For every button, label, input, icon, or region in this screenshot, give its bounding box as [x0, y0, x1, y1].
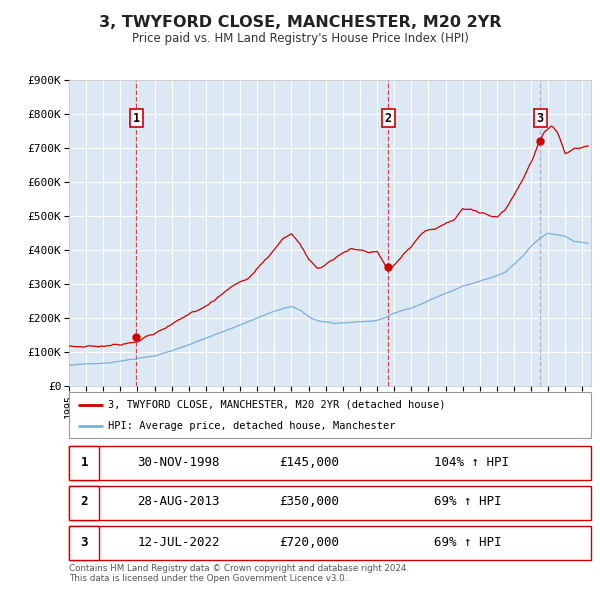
FancyBboxPatch shape	[69, 526, 591, 560]
Text: 30-NOV-1998: 30-NOV-1998	[137, 456, 220, 469]
Text: 2: 2	[80, 496, 88, 509]
Text: Price paid vs. HM Land Registry's House Price Index (HPI): Price paid vs. HM Land Registry's House …	[131, 32, 469, 45]
Text: 12-JUL-2022: 12-JUL-2022	[137, 536, 220, 549]
Text: £350,000: £350,000	[279, 496, 339, 509]
FancyBboxPatch shape	[69, 486, 591, 520]
Text: 69% ↑ HPI: 69% ↑ HPI	[434, 536, 502, 549]
Text: HPI: Average price, detached house, Manchester: HPI: Average price, detached house, Manc…	[108, 421, 395, 431]
Text: 2: 2	[385, 112, 392, 124]
Text: 28-AUG-2013: 28-AUG-2013	[137, 496, 220, 509]
FancyBboxPatch shape	[69, 446, 99, 480]
Text: 3: 3	[537, 112, 544, 124]
Text: £145,000: £145,000	[279, 456, 339, 469]
Text: 3, TWYFORD CLOSE, MANCHESTER, M20 2YR (detached house): 3, TWYFORD CLOSE, MANCHESTER, M20 2YR (d…	[108, 399, 446, 409]
Text: 1: 1	[80, 456, 88, 469]
FancyBboxPatch shape	[69, 446, 591, 480]
FancyBboxPatch shape	[69, 392, 591, 438]
Text: 3, TWYFORD CLOSE, MANCHESTER, M20 2YR: 3, TWYFORD CLOSE, MANCHESTER, M20 2YR	[99, 15, 501, 30]
Text: 69% ↑ HPI: 69% ↑ HPI	[434, 496, 502, 509]
Text: 3: 3	[80, 536, 88, 549]
FancyBboxPatch shape	[69, 526, 99, 560]
Text: £720,000: £720,000	[279, 536, 339, 549]
Text: 1: 1	[133, 112, 140, 124]
Text: Contains HM Land Registry data © Crown copyright and database right 2024.
This d: Contains HM Land Registry data © Crown c…	[69, 563, 409, 583]
FancyBboxPatch shape	[69, 486, 99, 520]
Text: 104% ↑ HPI: 104% ↑ HPI	[434, 456, 509, 469]
